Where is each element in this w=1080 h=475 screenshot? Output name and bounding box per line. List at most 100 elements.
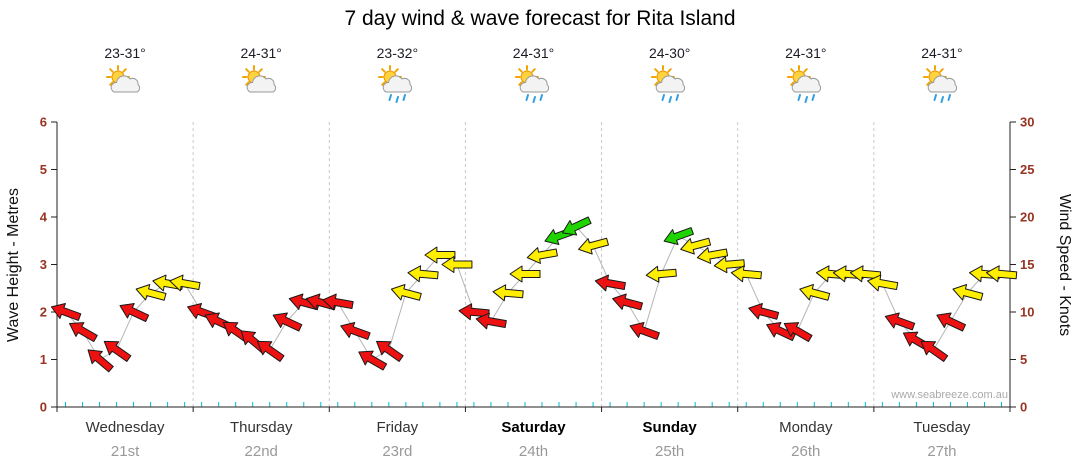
wind-arrow: [169, 274, 201, 292]
wind-arrow: [696, 247, 729, 264]
weather-icon: [378, 65, 413, 103]
wind-arrow: [799, 283, 831, 301]
wind-arrow: [119, 302, 150, 323]
cloud-icon: [519, 75, 549, 93]
wind-arrow: [936, 312, 967, 332]
sun-ray: [653, 68, 659, 73]
date-label: 23rd: [382, 443, 413, 460]
wind-arrow: [475, 312, 507, 330]
date-label: 25th: [655, 443, 685, 460]
temperature-label: 24-31°: [921, 45, 963, 61]
date-label: 26th: [791, 443, 821, 460]
cloud-icon: [110, 75, 141, 93]
sun-ray: [394, 68, 400, 73]
cloud-icon: [927, 75, 957, 93]
rain-icon: [933, 94, 951, 103]
wind-arrow: [256, 340, 285, 362]
wind-arrow: [783, 322, 813, 343]
sun-ray: [789, 68, 795, 73]
sun-ray: [109, 68, 114, 73]
weather-icon-wrap: [647, 64, 693, 113]
weather-icon: [514, 65, 549, 103]
wind-arrow: [407, 265, 439, 283]
rain-icon: [661, 94, 679, 103]
temperature-label: 24-30°: [648, 45, 691, 61]
cloud-icon: [791, 75, 821, 93]
weather-icon-wrap: [783, 64, 829, 113]
chart-title: 7 day wind & wave forecast for Rita Isla…: [344, 7, 736, 30]
weather-icon-wrap: [919, 64, 965, 113]
day-label: Wednesday: [85, 419, 165, 436]
wind-arrow: [713, 256, 745, 274]
wind-arrow: [884, 312, 916, 331]
wind-arrow: [986, 265, 1018, 283]
sun-ray: [109, 81, 114, 86]
watermark: www.seabreeze.com.au: [891, 389, 1008, 401]
date-label: 21st: [110, 443, 140, 460]
wind-arrow: [390, 283, 422, 301]
wind-arrow: [730, 265, 762, 283]
wind-arrow: [50, 302, 82, 321]
wind-arrow: [612, 293, 643, 311]
wind-arrow: [867, 274, 899, 292]
wind-tick-label: 10: [1020, 305, 1034, 320]
wave-tick-label: 0: [40, 400, 47, 415]
cloud-icon: [383, 75, 413, 93]
cloud-icon: [246, 75, 277, 93]
sun-ray: [122, 68, 127, 73]
sun-ray: [530, 68, 536, 73]
date-label: 22nd: [244, 443, 278, 460]
wind-arrow: [87, 349, 114, 373]
wind-arrow: [952, 283, 984, 301]
weather-icon-wrap: [238, 64, 284, 113]
cloud-icon: [655, 75, 685, 93]
sun-ray: [381, 68, 387, 73]
temperature-label: 24-31°: [785, 45, 827, 61]
day-label: Monday: [779, 419, 833, 436]
weather-icon: [922, 65, 957, 103]
wave-tick-label: 3: [40, 257, 47, 272]
wind-arrow: [645, 265, 677, 283]
wind-arrow: [526, 247, 558, 264]
date-label: 27th: [927, 443, 957, 460]
wind-arrow: [441, 256, 473, 273]
sun-ray: [258, 68, 264, 73]
temperature-label: 23-32°: [376, 45, 419, 61]
weather-icon: [786, 65, 821, 103]
wind-arrow: [458, 303, 490, 321]
day-label: Tuesday: [913, 419, 971, 436]
wind-tick-label: 20: [1020, 210, 1034, 225]
wind-arrow: [594, 274, 626, 292]
day-label: Thursday: [229, 419, 293, 436]
sun-ray: [789, 81, 795, 86]
temperature-label: 24-31°: [240, 45, 282, 61]
wind-tick-label: 15: [1020, 257, 1034, 272]
wind-tick-label: 0: [1020, 400, 1027, 415]
sun-ray: [939, 68, 944, 73]
weather-icon: [650, 65, 685, 103]
wind-arrow: [135, 283, 167, 301]
day-label: Sunday: [642, 419, 697, 436]
wind-arrow: [561, 216, 592, 236]
sun-ray: [517, 81, 523, 86]
wind-arrow: [69, 322, 98, 343]
rain-icon: [797, 94, 815, 103]
rain-icon: [388, 94, 407, 103]
temperature-label: 23-31°: [104, 45, 146, 61]
sun-ray: [666, 68, 672, 73]
weather-icon: [242, 65, 277, 93]
rain-icon: [525, 94, 543, 103]
sun-ray: [803, 68, 808, 73]
wind-tick-label: 30: [1020, 115, 1034, 130]
wave-tick-label: 6: [40, 115, 47, 130]
sun-ray: [245, 81, 250, 86]
sun-ray: [517, 68, 523, 73]
wave-tick-label: 4: [40, 210, 48, 225]
wind-arrow: [358, 350, 388, 371]
wave-tick-label: 5: [40, 162, 47, 177]
